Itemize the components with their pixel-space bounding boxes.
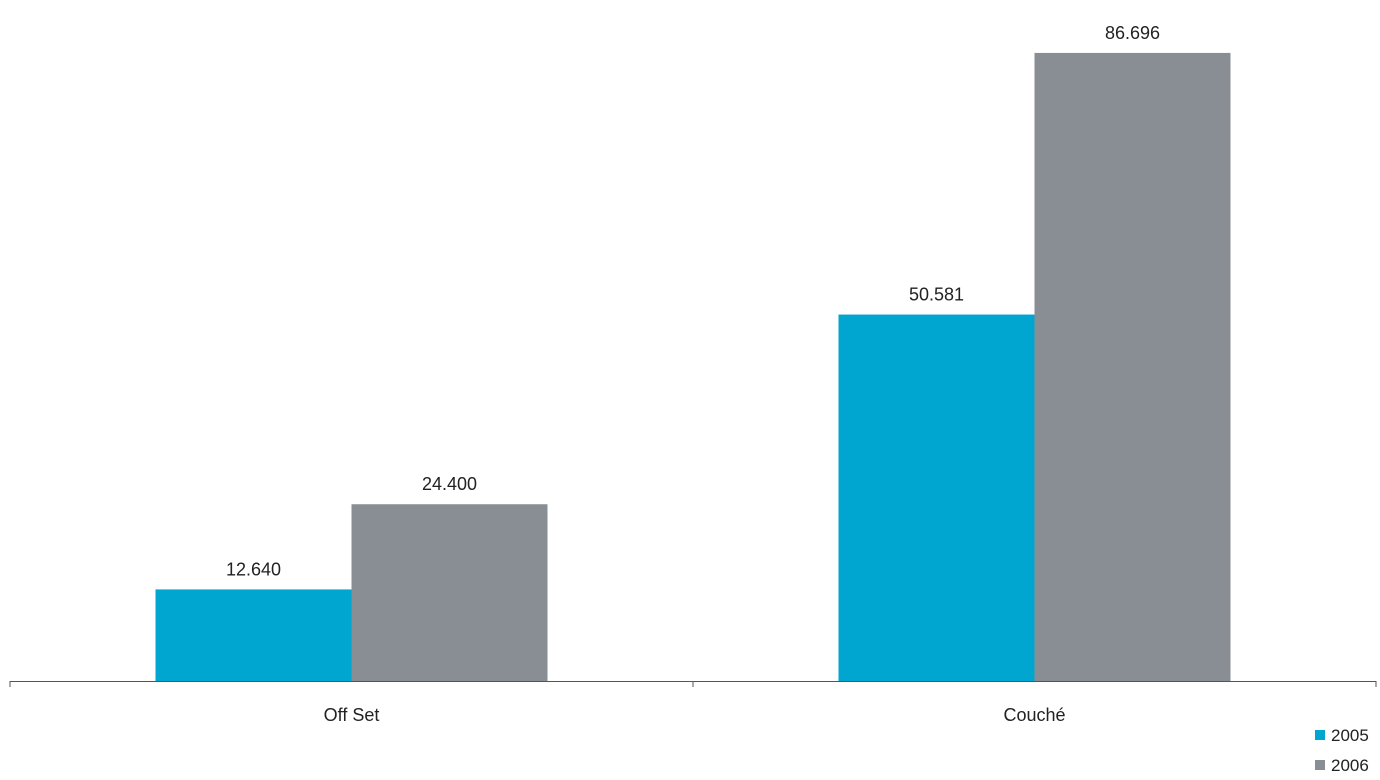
data-label: 12.640 — [226, 559, 281, 579]
data-label: 50.581 — [909, 285, 964, 305]
data-label: 86.696 — [1105, 23, 1160, 43]
category-label: Couché — [1003, 705, 1065, 725]
legend-swatch-2005 — [1315, 730, 1325, 740]
category-label: Off Set — [324, 705, 380, 725]
data-label: 24.400 — [422, 474, 477, 494]
legend-label: 2006 — [1331, 756, 1369, 775]
bar-2005-0 — [155, 589, 352, 681]
legend-label: 2005 — [1331, 726, 1369, 745]
bar-2006-1 — [1034, 52, 1231, 681]
bar-2005-1 — [838, 314, 1035, 681]
bar-2006-0 — [351, 504, 548, 681]
legend-swatch-2006 — [1315, 760, 1325, 770]
